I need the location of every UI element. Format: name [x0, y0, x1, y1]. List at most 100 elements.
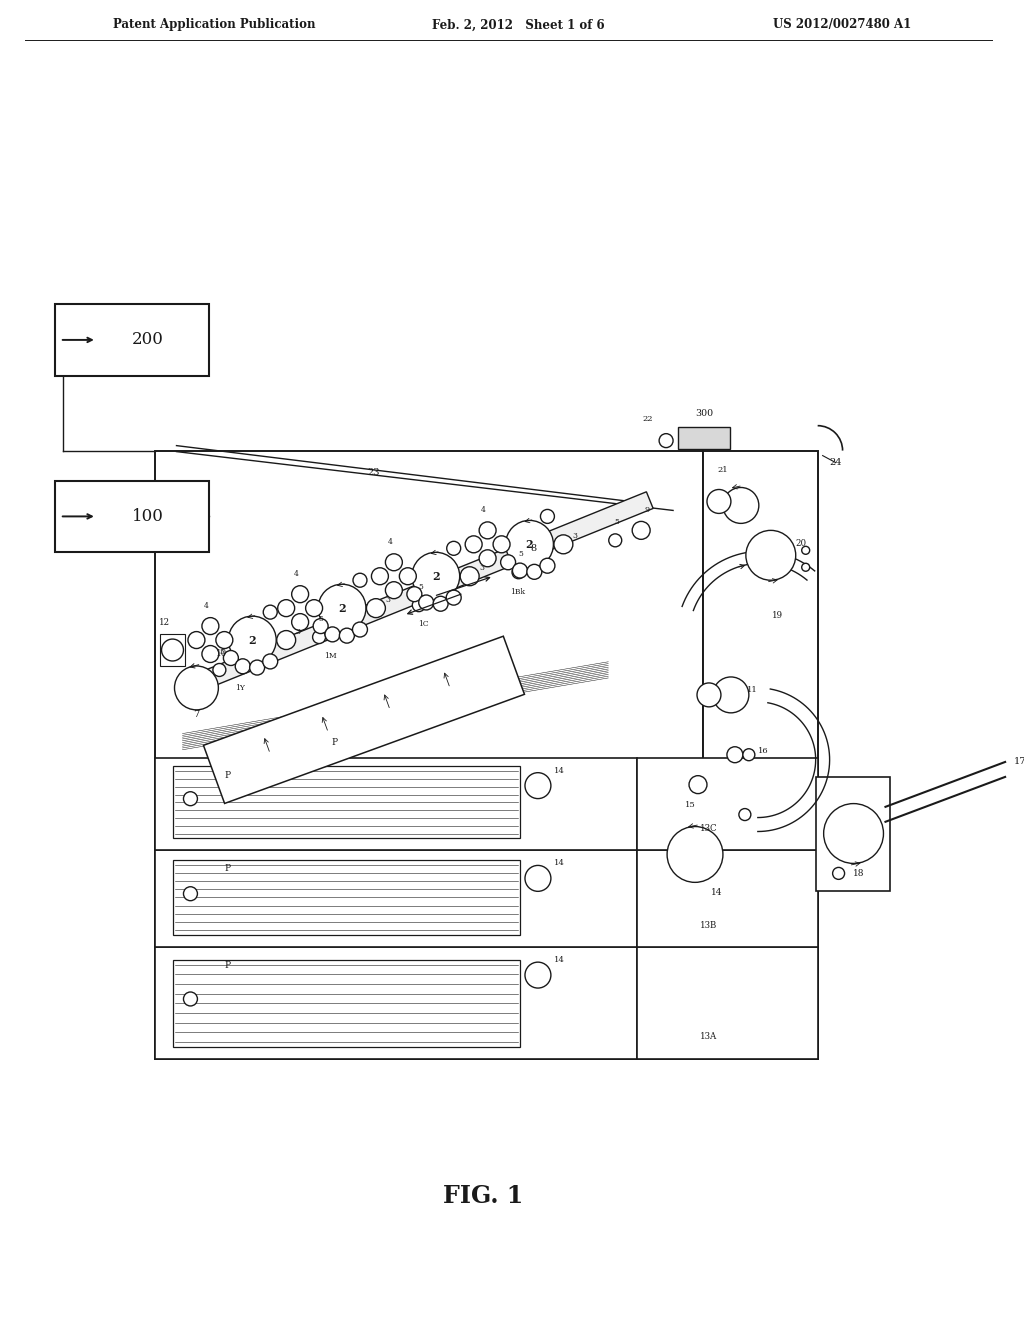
Circle shape	[525, 866, 551, 891]
Circle shape	[292, 614, 308, 631]
Text: 13B: 13B	[700, 921, 718, 929]
Circle shape	[228, 616, 276, 664]
Bar	[155, 758, 637, 850]
Bar	[637, 758, 817, 850]
Circle shape	[313, 619, 328, 634]
Text: 5: 5	[419, 583, 423, 591]
Circle shape	[527, 565, 542, 579]
Bar	[155, 450, 703, 1059]
Bar	[172, 859, 520, 935]
Text: 15: 15	[685, 801, 695, 809]
Circle shape	[540, 558, 555, 573]
Circle shape	[446, 541, 461, 556]
Text: 14: 14	[712, 888, 723, 896]
Circle shape	[305, 599, 323, 616]
Text: 1C: 1C	[419, 620, 429, 628]
Bar	[55, 304, 209, 376]
Circle shape	[278, 599, 295, 616]
Circle shape	[723, 487, 759, 524]
Text: 100: 100	[132, 508, 164, 525]
Text: 200: 200	[132, 331, 164, 348]
Polygon shape	[182, 492, 653, 696]
Text: 14: 14	[554, 859, 565, 867]
Text: 14: 14	[554, 956, 565, 964]
Text: P: P	[224, 863, 230, 873]
Circle shape	[407, 586, 422, 602]
Circle shape	[465, 536, 482, 553]
Text: 5: 5	[318, 615, 324, 623]
Circle shape	[318, 585, 366, 632]
Bar	[204, 636, 524, 804]
Text: 1Y: 1Y	[236, 684, 246, 692]
Circle shape	[412, 552, 460, 601]
Circle shape	[174, 667, 218, 710]
Circle shape	[202, 645, 219, 663]
Text: 5: 5	[614, 519, 620, 527]
Circle shape	[419, 595, 434, 610]
Circle shape	[727, 747, 742, 763]
Text: 12: 12	[159, 618, 170, 627]
Circle shape	[372, 568, 388, 585]
Circle shape	[707, 490, 731, 513]
Text: 13C: 13C	[700, 824, 718, 833]
Text: 3: 3	[296, 628, 301, 636]
Circle shape	[742, 748, 755, 760]
Text: 3: 3	[479, 564, 484, 573]
Text: 1M: 1M	[324, 652, 336, 660]
Text: 4: 4	[294, 570, 299, 578]
Circle shape	[183, 792, 198, 805]
Circle shape	[216, 631, 232, 648]
Circle shape	[689, 776, 707, 793]
Bar	[703, 450, 817, 1059]
Text: 4: 4	[387, 539, 392, 546]
Text: 22: 22	[643, 414, 653, 422]
Text: P: P	[224, 771, 230, 780]
Circle shape	[506, 520, 553, 569]
Text: FIG. 1: FIG. 1	[443, 1184, 523, 1209]
Circle shape	[367, 599, 385, 618]
Circle shape	[512, 564, 527, 578]
Circle shape	[202, 618, 219, 635]
Circle shape	[223, 651, 239, 665]
Text: 2: 2	[249, 635, 256, 645]
Circle shape	[823, 804, 884, 863]
Text: 4: 4	[204, 602, 209, 610]
Circle shape	[433, 597, 449, 611]
Text: 4: 4	[481, 507, 486, 515]
Circle shape	[353, 573, 367, 587]
Circle shape	[312, 631, 326, 644]
Circle shape	[608, 533, 622, 546]
Circle shape	[236, 659, 250, 673]
Circle shape	[325, 627, 340, 642]
Text: 8: 8	[530, 544, 537, 553]
Bar	[637, 850, 817, 948]
Circle shape	[479, 550, 496, 566]
Circle shape	[188, 631, 205, 648]
Bar	[155, 850, 637, 948]
Text: Feb. 2, 2012   Sheet 1 of 6: Feb. 2, 2012 Sheet 1 of 6	[432, 18, 605, 32]
Circle shape	[263, 605, 278, 619]
Circle shape	[339, 628, 354, 643]
Text: 11: 11	[748, 686, 758, 694]
Circle shape	[250, 660, 264, 675]
Circle shape	[385, 554, 402, 570]
Circle shape	[292, 586, 308, 603]
Text: 14: 14	[554, 767, 565, 775]
Text: 18: 18	[853, 869, 864, 878]
Circle shape	[632, 521, 650, 540]
Text: 23: 23	[368, 469, 380, 477]
Text: 16: 16	[758, 747, 768, 755]
Text: 10: 10	[216, 648, 227, 657]
Circle shape	[446, 590, 461, 605]
Text: 13A: 13A	[700, 1032, 718, 1041]
Text: 20: 20	[796, 539, 806, 548]
Bar	[172, 960, 520, 1047]
Circle shape	[183, 887, 198, 900]
Text: 2: 2	[338, 603, 346, 614]
Text: P: P	[224, 961, 230, 970]
Circle shape	[833, 867, 845, 879]
Circle shape	[554, 535, 572, 554]
Circle shape	[802, 546, 810, 554]
Circle shape	[494, 536, 510, 553]
Circle shape	[399, 568, 417, 585]
